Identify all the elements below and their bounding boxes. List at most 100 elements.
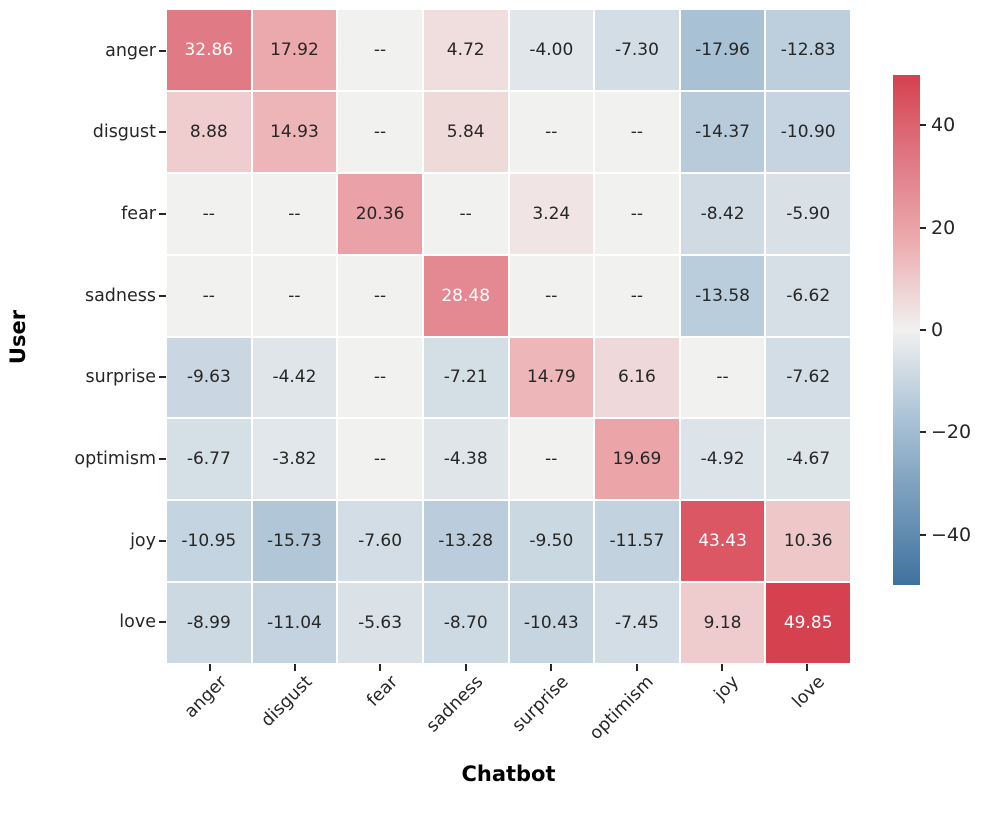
colorbar-tick-label-40: 40	[931, 114, 956, 137]
colorbar-tick-mark	[920, 329, 926, 331]
heatmap-cell-optimism-love: -4.67	[766, 419, 850, 500]
heatmap-cell-anger-disgust: 17.92	[252, 10, 337, 90]
heatmap-cell-surprise-love: -7.62	[766, 337, 850, 418]
heatmap-cell-sadness-fear: --	[338, 255, 422, 336]
heatmap-cell-fear-sadness: --	[423, 173, 508, 254]
heatmap-cell-optimism-fear: --	[338, 419, 422, 500]
heatmap-cell-sadness-joy: -13.58	[680, 255, 765, 336]
colorbar-tick-mark	[920, 431, 926, 434]
heatmap-cell-anger-love: -12.83	[766, 10, 850, 90]
heatmap-cell-anger-anger: 32.86	[167, 10, 251, 90]
heatmap-cell-surprise-optimism: 6.16	[595, 337, 679, 418]
colorbar-tick-label-−40: −40	[931, 523, 972, 546]
x-axis-title: Chatbot	[461, 762, 556, 786]
x-tick-label-text: sadness	[422, 672, 487, 737]
y-tick-mark	[159, 213, 166, 216]
heatmap-cell-fear-love: -5.90	[766, 173, 850, 254]
heatmap-cell-anger-surprise: -4.00	[509, 10, 594, 90]
colorbar-tick-mark	[920, 226, 926, 229]
heatmap-cell-fear-joy: -8.42	[680, 173, 765, 254]
heatmap-cell-disgust-sadness: 5.84	[423, 91, 508, 172]
y-tick-label-surprise: surprise	[85, 367, 156, 388]
heatmap-cell-fear-anger: --	[167, 173, 251, 254]
y-tick-mark	[159, 539, 166, 542]
heatmap-cell-fear-disgust: --	[252, 173, 337, 254]
heatmap-cell-joy-love: 10.36	[766, 501, 850, 582]
heatmap-cell-joy-optimism: -11.57	[595, 501, 679, 582]
heatmap-cell-optimism-sadness: -4.38	[423, 419, 508, 500]
y-tick-label-sadness: sadness	[84, 285, 156, 306]
y-tick-label-joy: joy	[130, 530, 156, 551]
heatmap-cell-joy-sadness: -13.28	[423, 501, 508, 582]
heatmap-cell-joy-fear: -7.60	[338, 501, 422, 582]
y-tick-label-love: love	[119, 612, 156, 633]
heatmap-cell-fear-surprise: 3.24	[509, 173, 594, 254]
heatmap-cell-disgust-disgust: 14.93	[252, 91, 337, 172]
heatmap-cell-disgust-optimism: --	[595, 91, 679, 172]
heatmap-cell-disgust-fear: --	[338, 91, 422, 172]
y-tick-mark	[159, 621, 166, 624]
y-tick-mark	[159, 131, 166, 134]
heatmap-cell-surprise-anger: -9.63	[167, 337, 251, 418]
heatmap-grid: 32.86 17.92 -- 4.72 -4.00 -7.30 -17.96 -12.83 8.…	[167, 10, 850, 663]
heatmap-cell-disgust-love: -10.90	[766, 91, 850, 172]
heatmap-cell-joy-surprise: -9.50	[509, 501, 594, 582]
heatmap-cell-disgust-joy: -14.37	[680, 91, 765, 172]
heatmap-cell-joy-disgust: -15.73	[252, 501, 337, 582]
x-tick-label-text: optimism	[585, 672, 658, 744]
y-axis-title: User	[6, 309, 30, 365]
x-tick-mark	[720, 664, 723, 671]
heatmap-cell-disgust-surprise: --	[509, 91, 594, 172]
y-tick-mark	[159, 294, 166, 297]
heatmap-cell-sadness-sadness: 28.48	[423, 255, 508, 336]
heatmap-cell-surprise-sadness: -7.21	[423, 337, 508, 418]
heatmap-cell-surprise-disgust: -4.42	[252, 337, 337, 418]
heatmap-cell-surprise-surprise: 14.79	[509, 337, 594, 418]
y-tick-mark	[159, 457, 166, 460]
heatmap-cell-surprise-fear: --	[338, 337, 422, 418]
x-tick-mark	[208, 664, 211, 671]
heatmap-cell-love-optimism: -7.45	[595, 583, 679, 663]
heatmap-cell-anger-sadness: 4.72	[423, 10, 508, 90]
heatmap-cell-anger-joy: -17.96	[680, 10, 765, 90]
x-tick-label-text: anger	[180, 672, 231, 723]
heatmap-cell-love-love: 49.85	[766, 583, 850, 663]
heatmap-cell-disgust-anger: 8.88	[167, 91, 251, 172]
x-tick-label-text: joy	[710, 672, 744, 705]
heatmap-cell-love-surprise: -10.43	[509, 583, 594, 663]
heatmap-cell-sadness-surprise: --	[509, 255, 594, 336]
heatmap-cell-sadness-disgust: --	[252, 255, 337, 336]
y-tick-label-disgust: disgust	[92, 122, 156, 143]
x-tick-label-text: fear	[362, 672, 402, 711]
colorbar-tick-label-−20: −20	[931, 421, 972, 444]
heatmap-cell-love-joy: 9.18	[680, 583, 765, 663]
x-tick-label-text: disgust	[257, 672, 317, 731]
x-tick-mark	[635, 664, 638, 671]
heatmap-cell-anger-optimism: -7.30	[595, 10, 679, 90]
colorbar-tick-mark	[920, 533, 926, 536]
y-tick-label-fear: fear	[121, 204, 156, 225]
x-tick-label-text: surprise	[508, 672, 573, 736]
x-tick-mark	[550, 664, 553, 671]
heatmap-cell-optimism-anger: -6.77	[167, 419, 251, 500]
x-tick-mark	[806, 664, 809, 671]
heatmap-cell-optimism-joy: -4.92	[680, 419, 765, 500]
heatmap-cell-fear-optimism: --	[595, 173, 679, 254]
colorbar-tick-label-0: 0	[931, 319, 944, 341]
x-tick-mark	[464, 664, 467, 671]
heatmap-cell-optimism-disgust: -3.82	[252, 419, 337, 500]
heatmap-cell-optimism-optimism: 19.69	[595, 419, 679, 500]
heatmap-cell-sadness-love: -6.62	[766, 255, 850, 336]
y-tick-mark	[159, 376, 166, 379]
heatmap-cell-love-anger: -8.99	[167, 583, 251, 663]
heatmap-cell-joy-joy: 43.43	[680, 501, 765, 582]
heatmap-cell-surprise-joy: --	[680, 337, 765, 418]
heatmap-cell-joy-anger: -10.95	[167, 501, 251, 582]
x-tick-mark	[379, 664, 382, 671]
y-tick-label-anger: anger	[105, 40, 156, 61]
heatmap-cell-sadness-optimism: --	[595, 255, 679, 336]
heatmap-cell-fear-fear: 20.36	[338, 173, 422, 254]
heatmap-cell-love-fear: -5.63	[338, 583, 422, 663]
x-tick-mark	[294, 664, 297, 671]
